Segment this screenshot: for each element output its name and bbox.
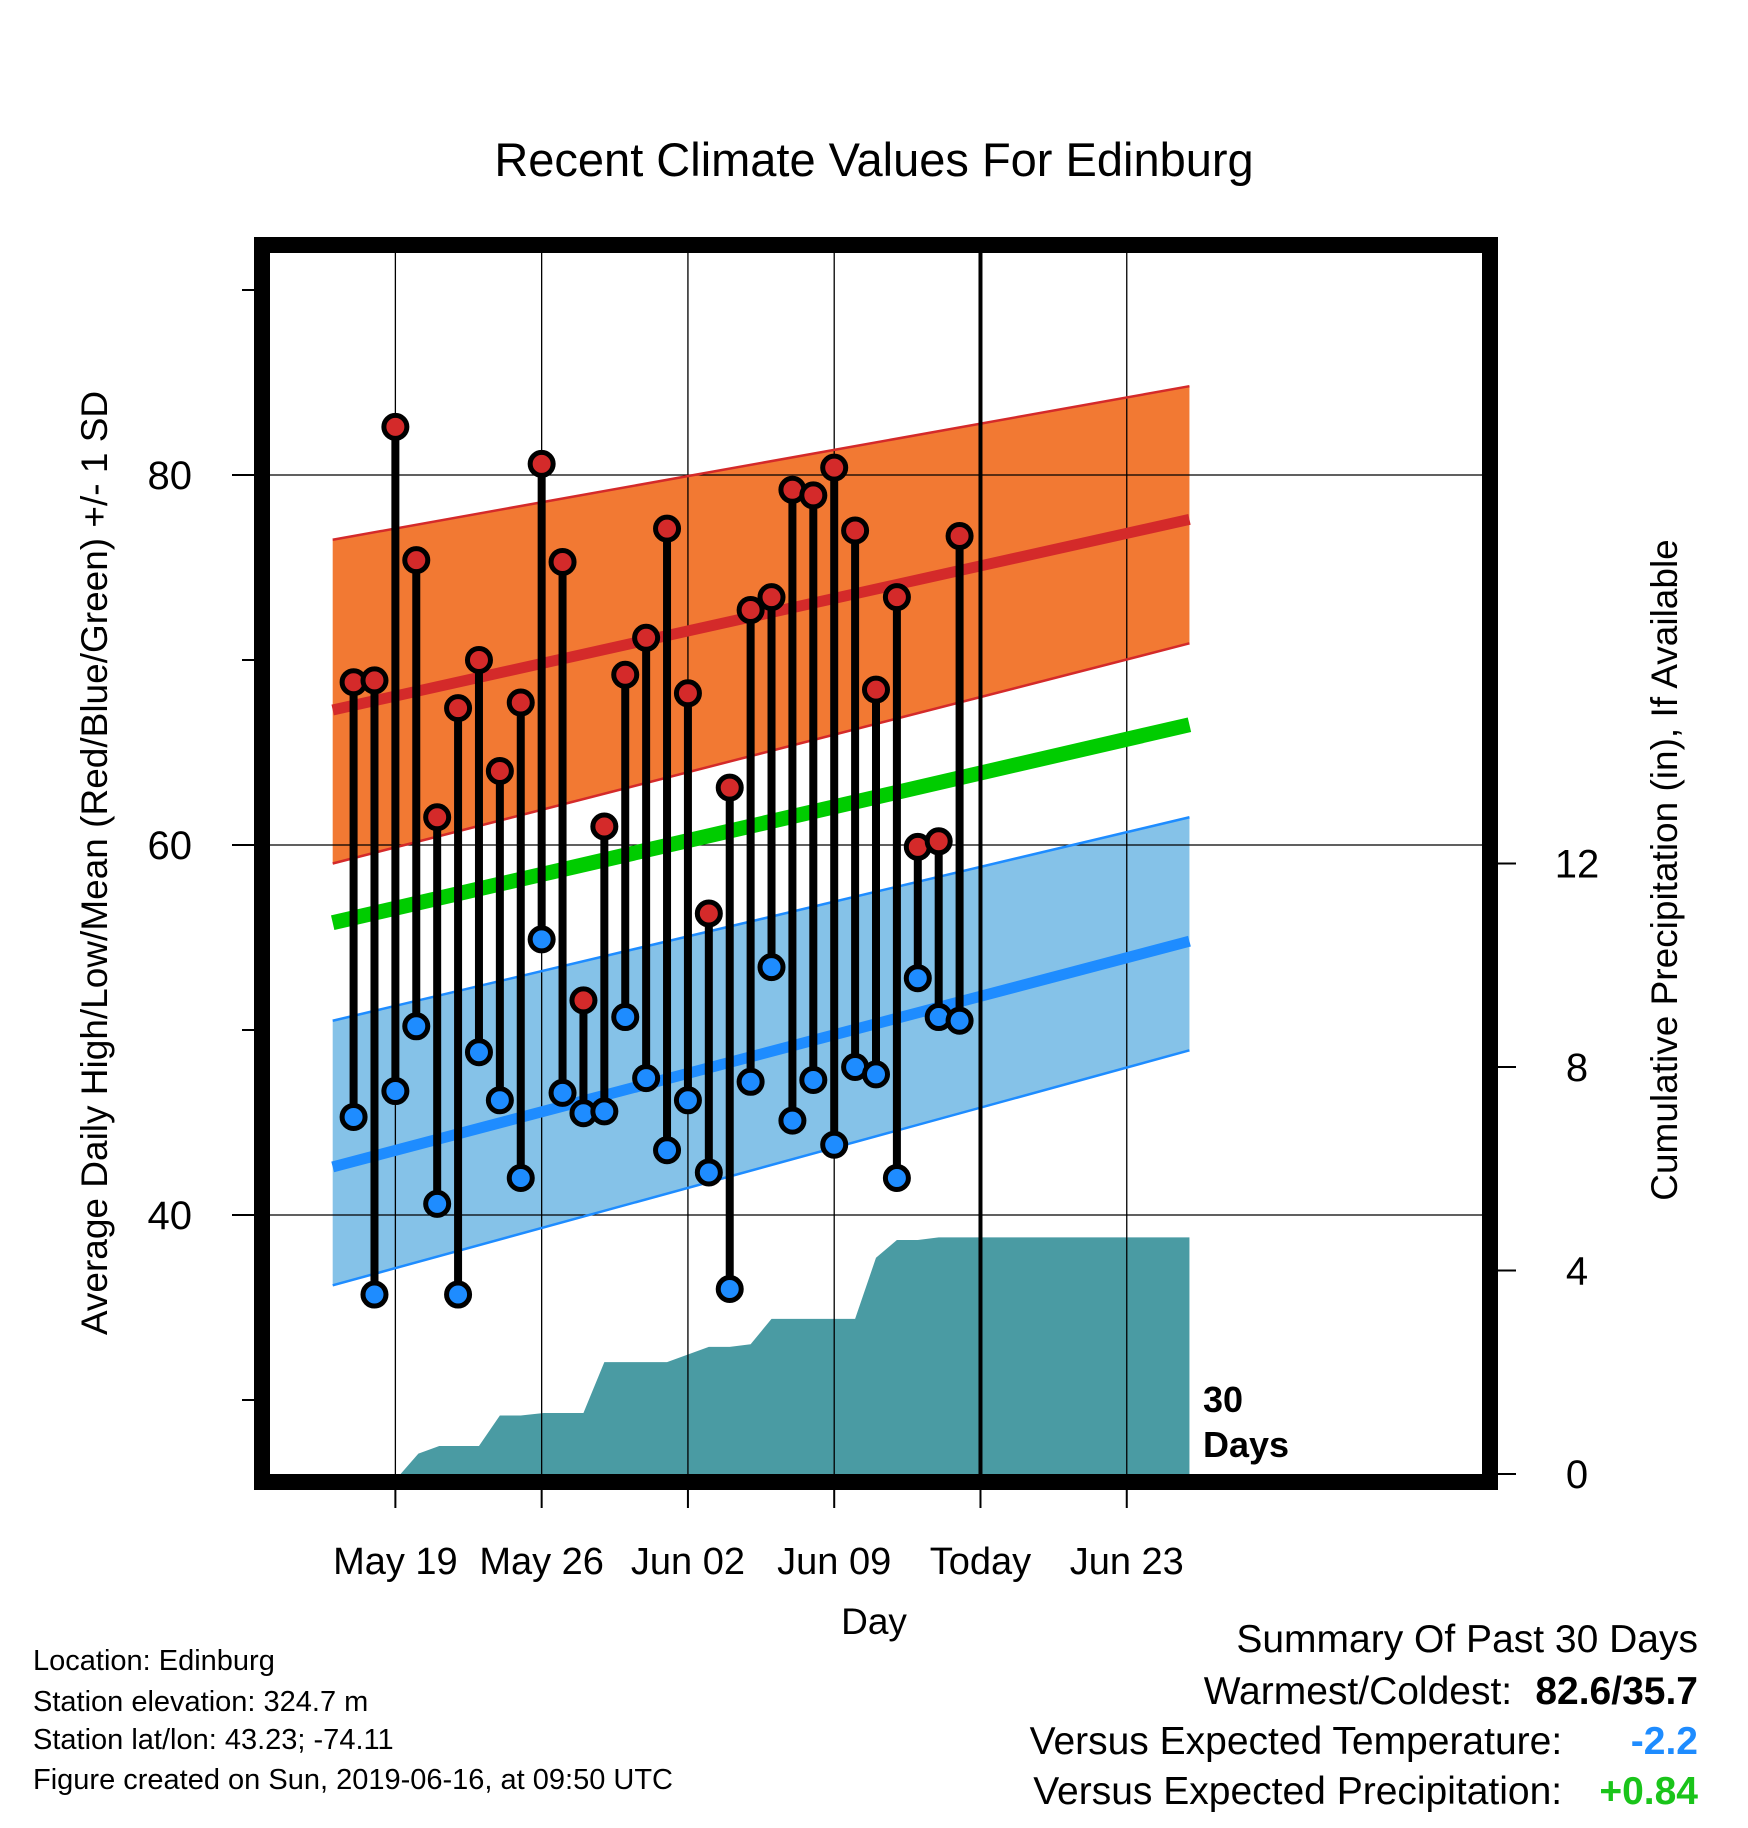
- daily-high-point: [715, 773, 744, 802]
- daily-high-point: [527, 449, 556, 478]
- daily-high-point: [360, 666, 389, 695]
- daily-low-point: [757, 953, 786, 982]
- daily-low-point: [903, 964, 932, 993]
- daily-low-point: [444, 1280, 473, 1309]
- daily-high-point: [673, 679, 702, 708]
- daily-high-point: [548, 547, 577, 576]
- daily-high-point: [653, 514, 682, 543]
- y2-axis-label: Cumulative Precipitation (in), If Availa…: [1644, 539, 1685, 1201]
- normal-low-line: [331, 935, 1191, 1173]
- high-upper-sd-line: [332, 384, 1190, 541]
- daily-high-point: [736, 596, 765, 625]
- daily-high-point: [464, 646, 493, 674]
- daily-high-point: [694, 899, 723, 928]
- low-lower-sd-line: [332, 1049, 1190, 1287]
- daily-high-point: [820, 453, 849, 482]
- daily-low-point: [381, 1077, 410, 1106]
- daily-high-point: [611, 660, 640, 689]
- precip-value: +0.84: [1599, 1770, 1698, 1813]
- plot-area: [270, 253, 1482, 1474]
- daily-observations: [339, 412, 974, 1309]
- y2-tick-label: 0: [1566, 1453, 1588, 1497]
- temp-label: Versus Expected Temperature:: [1029, 1720, 1563, 1763]
- daily-low-point: [694, 1158, 723, 1187]
- daily-low-point: [485, 1086, 514, 1115]
- daily-high-point: [402, 546, 431, 575]
- summary-temp: Versus Expected Temperature: -2.2: [1030, 1720, 1698, 1764]
- warm-cold-value: 82.6/35.7: [1535, 1670, 1698, 1713]
- daily-high-point: [485, 757, 514, 785]
- daily-high-point: [757, 583, 786, 612]
- daily-high-point: [882, 583, 911, 612]
- summary-warm-cold: Warmest/Coldest: 82.6/35.7: [1204, 1670, 1698, 1714]
- daily-low-point: [862, 1060, 890, 1089]
- daily-low-point: [778, 1106, 807, 1135]
- daily-low-point: [799, 1065, 828, 1094]
- summary-precip: Versus Expected Precipitation: +0.84: [1033, 1770, 1698, 1814]
- x-tick-label: Today: [930, 1541, 1031, 1583]
- summary-heading: Summary Of Past 30 Days: [1236, 1618, 1698, 1661]
- daily-low-point: [653, 1136, 682, 1165]
- temp-value: -2.2: [1630, 1720, 1698, 1763]
- created-text: Figure created on Sun, 2019-06-16, at 09…: [33, 1764, 673, 1796]
- x-tick-label: Jun 02: [631, 1541, 745, 1583]
- latlon-text: Station lat/lon: 43.23; -74.11: [33, 1724, 394, 1756]
- daily-low-point: [632, 1064, 661, 1093]
- daily-low-point: [464, 1038, 493, 1067]
- daily-high-point: [569, 986, 598, 1015]
- y2-tick-label: 8: [1566, 1046, 1588, 1090]
- daily-high-point: [841, 516, 870, 545]
- daily-low-point: [715, 1275, 744, 1303]
- daily-low-point: [820, 1130, 849, 1159]
- daily-low-point: [506, 1164, 535, 1192]
- daily-low-point: [548, 1078, 577, 1107]
- axes: May 19 May 26 Jun 02 Jun 09 Today Jun 2340608…: [148, 289, 1600, 1583]
- precip-label: Versus Expected Precipitation:: [1033, 1770, 1563, 1813]
- chart-title: Recent Climate Values For Edinburg: [494, 133, 1253, 186]
- daily-high-point: [506, 688, 535, 717]
- y2-tick-label: 12: [1555, 843, 1600, 887]
- daily-high-point: [862, 675, 890, 704]
- daily-low-point: [945, 1006, 974, 1035]
- daily-high-point: [381, 412, 410, 441]
- x-tick-label: May 26: [479, 1541, 604, 1583]
- daily-high-point: [945, 522, 974, 551]
- daily-high-point: [423, 803, 452, 832]
- y-tick-label: 60: [148, 824, 193, 868]
- daily-low-point: [673, 1086, 702, 1115]
- daily-low-point: [736, 1067, 765, 1096]
- daily-low-point: [423, 1189, 452, 1218]
- x-tick-label: May 19: [333, 1541, 458, 1583]
- high-sd-band: [332, 386, 1190, 864]
- warm-cold-label: Warmest/Coldest:: [1203, 1670, 1513, 1713]
- daily-low-point: [882, 1164, 911, 1192]
- daily-low-point: [527, 925, 556, 954]
- daily-low-point: [339, 1102, 368, 1131]
- y-tick-label: 40: [148, 1194, 193, 1238]
- daily-high-point: [590, 812, 619, 841]
- daily-high-point: [444, 694, 473, 723]
- elevation-text: Station elevation: 324.7 m: [33, 1686, 369, 1718]
- daily-high-point: [924, 827, 953, 856]
- y2-tick-label: 4: [1566, 1250, 1588, 1294]
- today-days-label-number: 30: [1203, 1379, 1243, 1420]
- x-tick-label: Jun 09: [777, 1541, 891, 1583]
- today-days-label-word: Days: [1203, 1424, 1289, 1465]
- location-text: Location: Edinburg: [33, 1645, 275, 1677]
- y-tick-label: 80: [148, 454, 193, 498]
- x-axis-label: Day: [841, 1601, 907, 1642]
- precipitation-area: [270, 1237, 1190, 1474]
- daily-low-point: [402, 1012, 431, 1041]
- daily-low-point: [360, 1280, 389, 1309]
- daily-low-point: [611, 1003, 640, 1032]
- daily-high-point: [799, 481, 828, 510]
- daily-low-point: [590, 1097, 619, 1126]
- daily-high-point: [632, 623, 661, 652]
- y-axis-label: Average Daily High/Low/Mean (Red/Blue/Gr…: [74, 391, 115, 1335]
- x-tick-label: Jun 23: [1070, 1541, 1184, 1583]
